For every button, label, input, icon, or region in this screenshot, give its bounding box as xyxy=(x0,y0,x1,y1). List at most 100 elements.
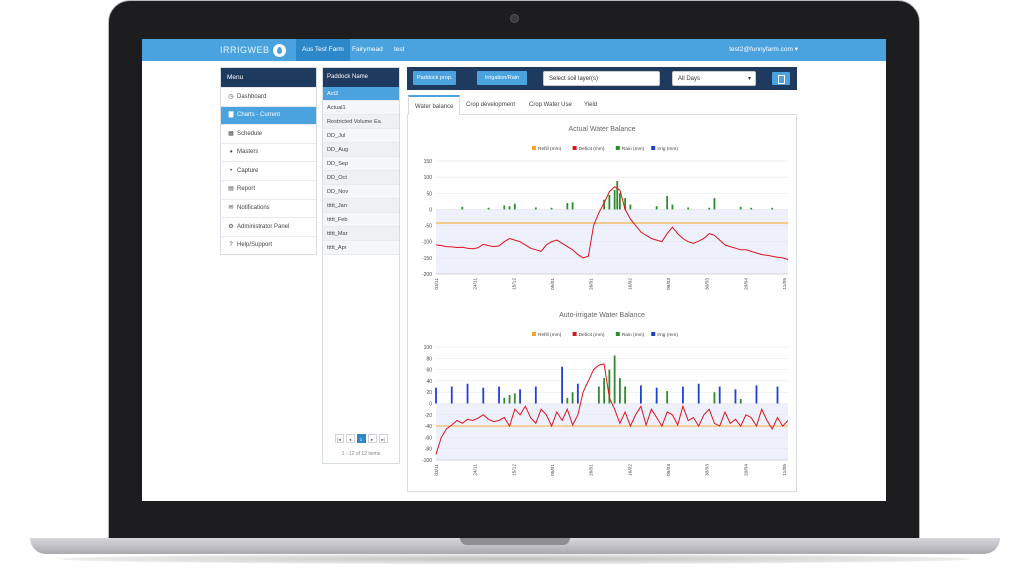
y-tick-label: -100 xyxy=(422,458,432,464)
rain-bar xyxy=(503,397,506,404)
y-tick-label: -100 xyxy=(422,240,432,246)
x-tick-label: 20/04 xyxy=(743,278,749,290)
irrigation-rain-button[interactable]: Irrigation/Rain xyxy=(477,71,527,85)
gear-icon: ⚙ xyxy=(228,223,234,230)
y-tick-label: 100 xyxy=(424,175,433,181)
rain-bar xyxy=(571,202,574,210)
pager-last-button[interactable]: ▸| xyxy=(378,434,388,443)
rain-bar xyxy=(534,207,537,210)
brand-logo[interactable]: IRRIGWEB xyxy=(220,43,286,57)
x-tick-label: 16/02 xyxy=(627,278,633,290)
y-tick-label: 60 xyxy=(426,368,432,374)
rain-bar xyxy=(550,207,553,210)
menu-header: Menu xyxy=(221,68,316,87)
legend-swatch xyxy=(651,146,656,150)
rain-bar xyxy=(513,393,516,404)
chart-panel: Actual Water Balance Refill (mm) Deficit (… xyxy=(407,115,797,492)
farm-tab-fairymead[interactable]: Fairymead xyxy=(352,46,383,53)
laptop-shadow xyxy=(60,554,970,564)
pager-prev-button[interactable]: ◂ xyxy=(345,434,355,443)
x-tick-label: 30/03 xyxy=(705,464,711,476)
sidebar-item-notifications[interactable]: ✉ Notifications xyxy=(221,198,316,218)
rain-bar xyxy=(713,392,716,404)
tab-crop-water-use[interactable]: Crop Water Use xyxy=(529,102,572,108)
user-menu[interactable]: test2@funnyfarm.com ▾ xyxy=(729,46,798,53)
chart-title: Actual Water Balance xyxy=(568,126,635,133)
rain-bar xyxy=(687,207,690,210)
y-tick-label: -50 xyxy=(425,224,432,230)
x-tick-label: 05/01 xyxy=(550,278,556,290)
sidebar-item-label: Schedule xyxy=(237,130,263,137)
paddock-list-item[interactable]: DD_Aug xyxy=(323,143,399,157)
sidebar-item-dashboard[interactable]: ◷ Dashboard xyxy=(221,87,316,106)
sidebar-item-charts-current[interactable]: ▇ Charts - Current xyxy=(221,105,316,125)
envelope-icon: ✉ xyxy=(228,205,234,212)
sidebar-item-administrator-panel[interactable]: ⚙ Administrator Panel xyxy=(221,217,316,236)
tab-water-balance[interactable]: Water balance xyxy=(408,95,461,116)
paddock-list-item[interactable]: ttttt_Apr xyxy=(323,241,399,255)
y-tick-label: -60 xyxy=(425,435,432,441)
y-tick-label: 0 xyxy=(429,207,432,213)
rain-bar xyxy=(487,207,490,210)
paddock-list-item[interactable]: Restricted Volume Ea xyxy=(323,115,399,129)
sidebar-item-schedule[interactable]: ▦ Schedule xyxy=(221,124,316,143)
deficit-line xyxy=(435,363,789,455)
sidebar-item-label: Charts - Current xyxy=(237,112,281,119)
tab-yield[interactable]: Yield xyxy=(584,102,598,108)
paddock-prop-button[interactable]: Paddock prop. xyxy=(413,71,457,85)
paddock-list-item[interactable]: DD_Oct xyxy=(323,171,399,185)
paddock-list-item[interactable]: ttttt_Feb xyxy=(323,213,399,227)
paddock-list-item[interactable]: Actual1 xyxy=(323,101,399,115)
x-tick-label: 11/05 xyxy=(782,278,788,290)
irrig-bar xyxy=(776,386,779,404)
paddock-list-item[interactable]: DD_Nov xyxy=(323,185,399,199)
x-tick-label: 30/03 xyxy=(705,278,711,290)
sidebar-item-masters[interactable]: ◕ Masters xyxy=(221,142,316,162)
legend-swatch xyxy=(615,332,620,336)
paddock-list-item[interactable]: Act2 xyxy=(323,87,399,101)
question-icon: ? xyxy=(229,242,233,249)
legend-label: Refill (mm) xyxy=(538,332,562,338)
paddock-list-item[interactable]: DD_Jul xyxy=(323,129,399,143)
pager-first-button[interactable]: |◂ xyxy=(334,434,344,443)
farm-tab-aus-test-farm[interactable]: Aus Test Farm xyxy=(296,39,350,61)
legend-swatch xyxy=(532,146,536,150)
calendar-icon: ▦ xyxy=(228,130,234,137)
farm-tab-test[interactable]: test xyxy=(394,46,405,53)
rain-bar xyxy=(618,378,621,404)
paddock-list-item[interactable]: ttttt_Mar xyxy=(323,227,399,241)
sidebar-item-report[interactable]: ▤ Report xyxy=(221,179,316,199)
x-tick-label: 26/01 xyxy=(589,464,595,476)
pager-next-button[interactable]: ▸ xyxy=(367,434,377,443)
rain-bar xyxy=(566,202,569,210)
camera-icon xyxy=(510,14,519,23)
paddock-list-item[interactable]: ttttt_Jan xyxy=(323,199,399,213)
irrig-bar xyxy=(498,386,500,404)
y-tick-label: -20 xyxy=(425,413,432,419)
rain-bar xyxy=(566,397,569,404)
irrig-bar xyxy=(639,385,642,404)
irrig-bar xyxy=(576,383,579,404)
rain-bar xyxy=(671,204,674,210)
y-tick-label: -150 xyxy=(422,256,432,262)
days-select[interactable]: All Days ▾ xyxy=(672,71,756,86)
soil-layer-select[interactable]: Select soil layer(s) xyxy=(543,71,660,86)
rain-bar xyxy=(739,206,742,210)
tab-crop-development[interactable]: Crop development xyxy=(466,102,516,108)
sidebar-item-help-support[interactable]: ? Help/Support xyxy=(221,235,316,255)
sidebar-item-label: Notifications xyxy=(237,205,270,212)
y-tick-label: -200 xyxy=(422,272,432,278)
rain-bar xyxy=(739,398,742,404)
legend-label: Deficit (mm) xyxy=(579,332,605,338)
x-tick-label: 11/05 xyxy=(782,464,788,476)
chevron-down-icon: ▾ xyxy=(747,76,751,82)
x-tick-label: 03/11 xyxy=(434,464,440,476)
irrig-bar xyxy=(534,386,537,404)
paddock-list-item[interactable]: DD_Sep xyxy=(323,157,399,171)
paddock-list: Paddock Name Act2 Actual1 Restricted Volum… xyxy=(322,67,400,464)
pager-page-button[interactable]: 1 xyxy=(356,434,366,443)
sidebar-item-capture[interactable]: • Capture xyxy=(221,161,316,180)
x-tick-label: 20/04 xyxy=(743,464,749,476)
export-file-icon[interactable] xyxy=(772,72,790,85)
below-zero-band xyxy=(436,403,788,460)
